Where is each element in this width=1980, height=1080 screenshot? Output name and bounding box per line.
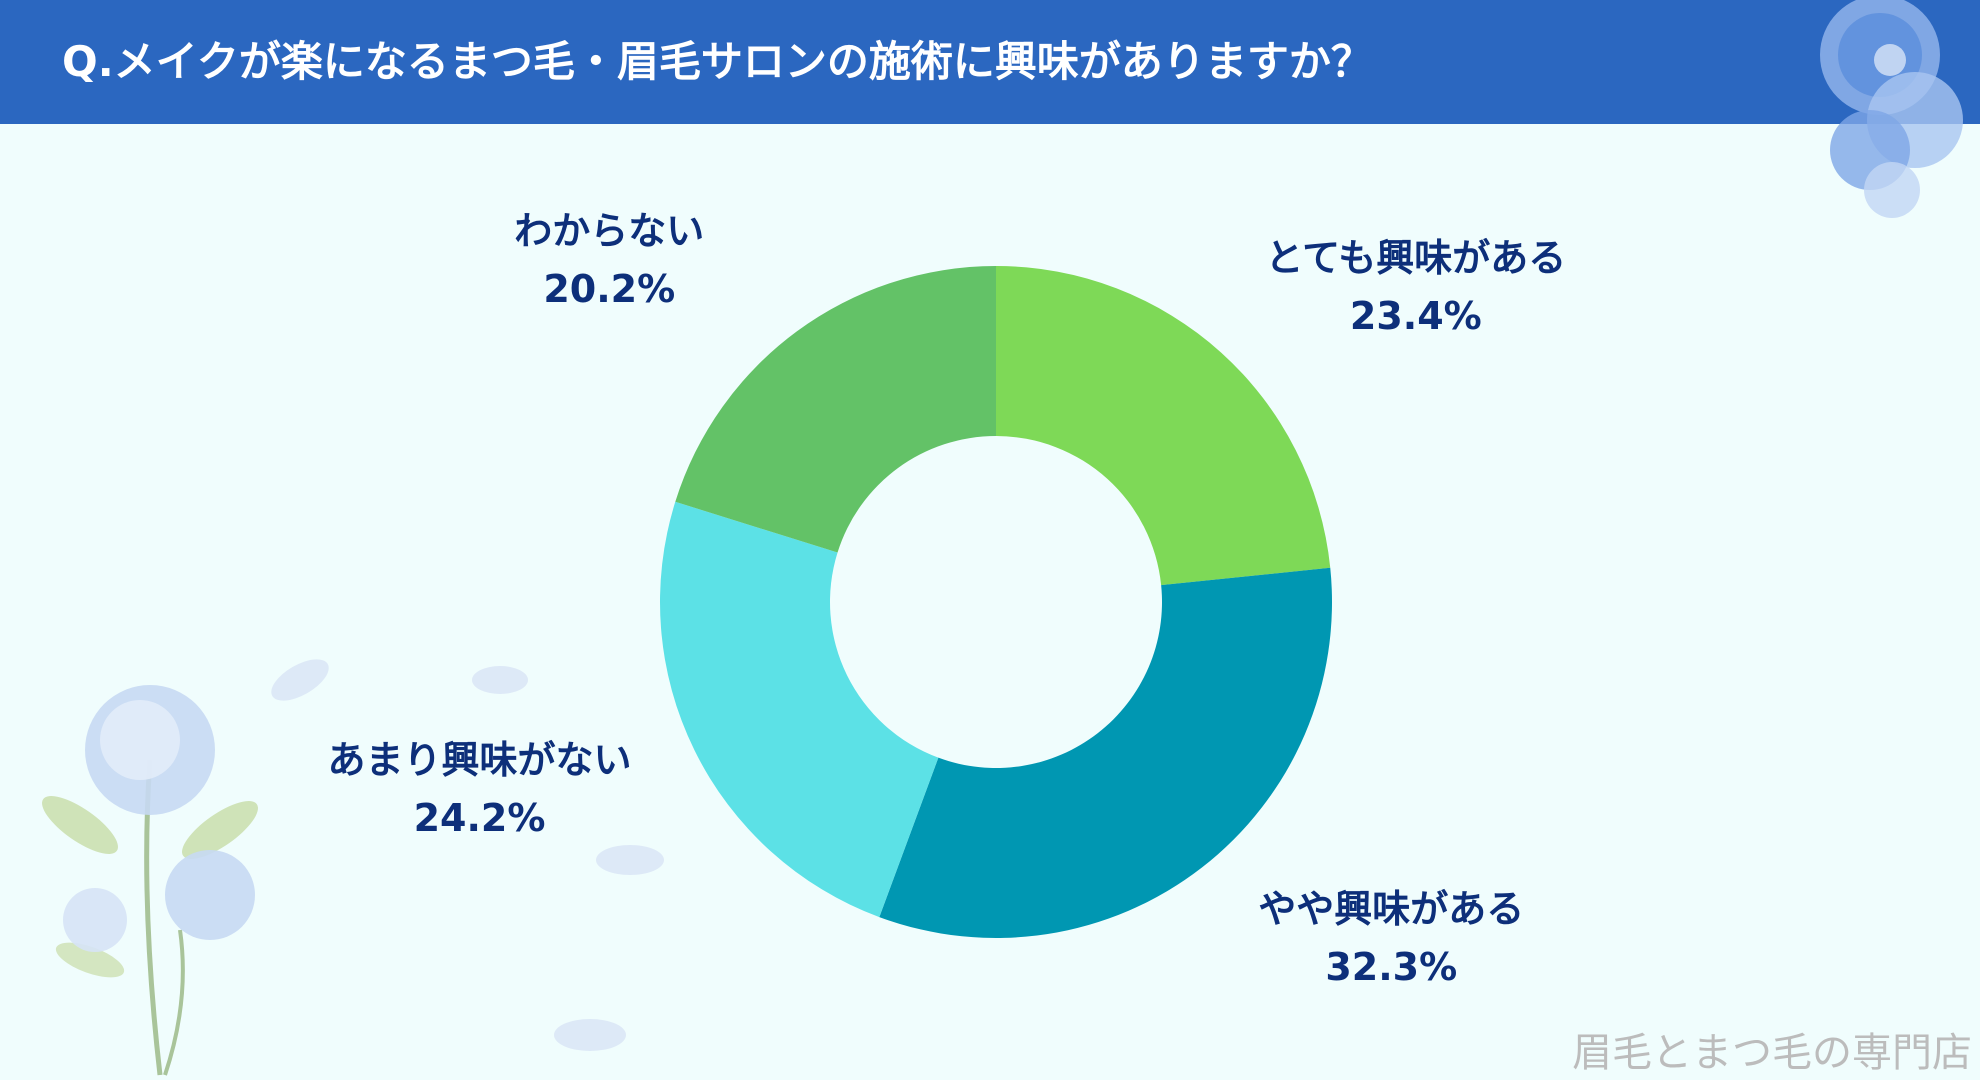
slice-category-label: やや興味がある — [1258, 886, 1525, 931]
slice-0 — [996, 266, 1331, 586]
header-bar: Q.メイクが楽になるまつ毛・眉毛サロンの施術に興味がありますか？ — [0, 0, 1980, 124]
flower-stem-decoration-icon — [42, 659, 664, 1076]
slice-3 — [675, 266, 996, 553]
slice-label-0: とても興味がある 23.4% — [1216, 229, 1616, 345]
slice-label-3: わからない 20.2% — [409, 202, 809, 318]
watermark-text: 眉毛とまつ毛の専門店 — [1572, 1030, 1972, 1076]
slice-label-2: あまり興味がない 24.2% — [280, 731, 680, 847]
slice-category-label: とても興味がある — [1265, 235, 1567, 280]
page-title: Q.メイクが楽になるまつ毛・眉毛サロンの施術に興味がありますか？ — [62, 37, 1373, 86]
slice-2 — [660, 501, 939, 918]
slice-category-label: わからない — [514, 208, 705, 253]
slice-category-label: あまり興味がない — [327, 738, 632, 783]
slice-label-1: やや興味がある 32.3% — [1191, 880, 1591, 996]
slice-value-label: 23.4% — [1349, 293, 1482, 338]
slice-value-label: 32.3% — [1325, 944, 1458, 989]
slice-1 — [879, 567, 1332, 938]
donut-slices — [660, 266, 1332, 938]
slice-value-label: 24.2% — [413, 796, 546, 841]
slice-value-label: 20.2% — [543, 266, 676, 311]
rose-decoration-icon — [1820, 0, 1963, 218]
